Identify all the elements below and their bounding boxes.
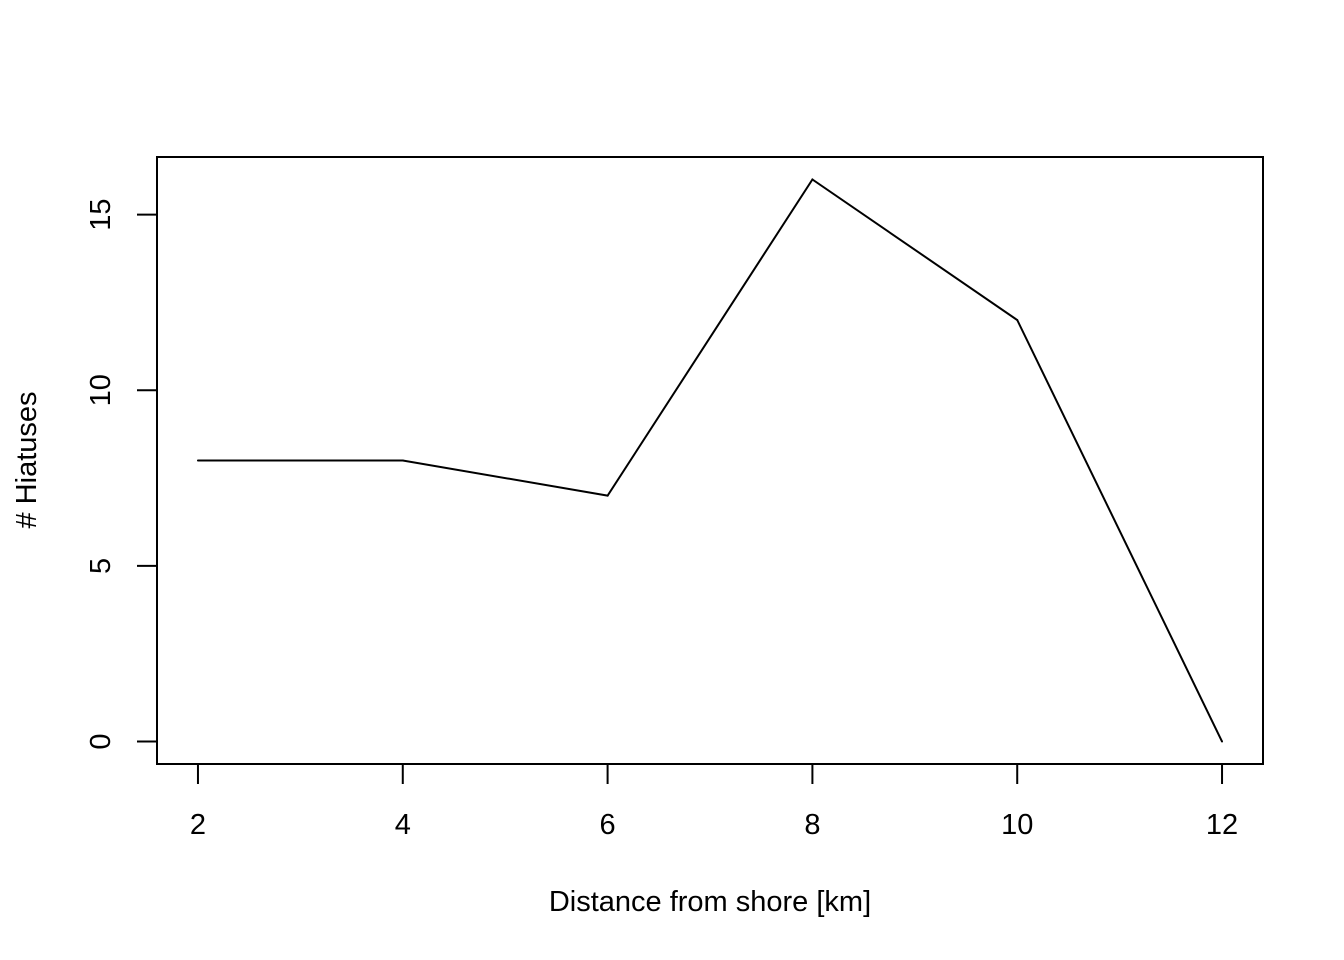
y-ticks: 0 5 10 15 [85, 198, 157, 750]
y-tick-label: 0 [85, 733, 117, 749]
x-tick-label: 6 [600, 809, 616, 841]
x-tick-label: 12 [1206, 809, 1238, 841]
data-point [196, 459, 199, 462]
y-tick-label: 15 [85, 198, 117, 230]
data-point [1016, 318, 1019, 321]
y-tick-label: 5 [85, 558, 117, 574]
y-axis-label: # Hiatuses [11, 391, 43, 528]
data-point [1221, 740, 1224, 743]
x-tick-label: 2 [190, 809, 206, 841]
y-tick-label: 10 [85, 374, 117, 406]
data-point [811, 178, 814, 181]
x-tick-label: 4 [395, 809, 411, 841]
series-layer [196, 178, 1224, 743]
x-ticks: 2 4 6 8 10 12 [190, 764, 1238, 841]
series-line [197, 178, 1223, 742]
x-axis-label: Distance from shore [km] [549, 886, 871, 918]
data-point [401, 459, 404, 462]
x-tick-label: 10 [1001, 809, 1033, 841]
data-point [606, 494, 609, 497]
x-tick-label: 8 [804, 809, 820, 841]
